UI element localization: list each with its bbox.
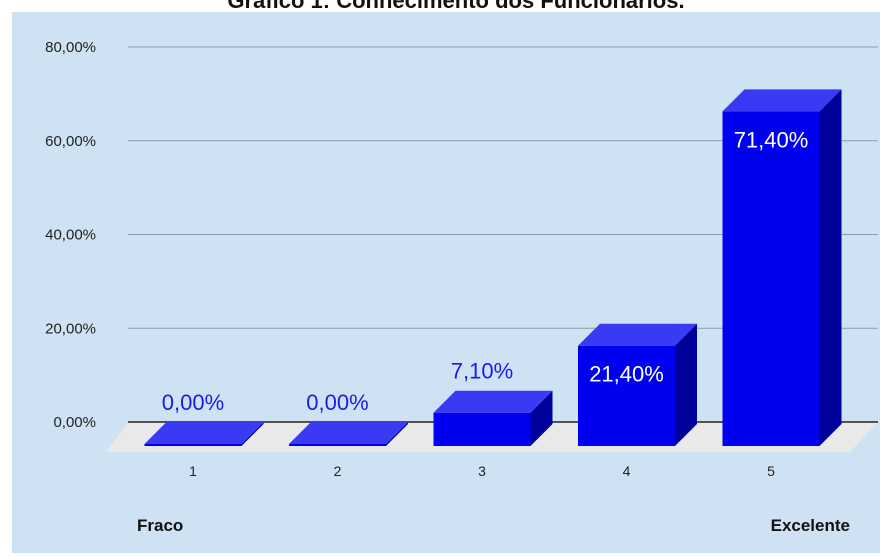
- bar-top: [289, 422, 408, 444]
- bar-front: [722, 111, 820, 446]
- bar-front: [433, 412, 531, 446]
- bar-value-label: 7,10%: [451, 359, 513, 384]
- x-tick-label: 5: [767, 463, 775, 479]
- bar-value-label: 0,00%: [162, 390, 224, 415]
- y-tick-label: 80,00%: [45, 39, 96, 56]
- bar-side: [819, 89, 842, 446]
- bar-side: [675, 323, 697, 446]
- bar-value-label: 0,00%: [306, 390, 368, 415]
- bar: 0,00%: [144, 390, 264, 446]
- x-tick-label: 4: [623, 463, 631, 479]
- bar-front: [144, 444, 242, 446]
- bar-value-label: 71,40%: [734, 127, 809, 152]
- bar-top: [722, 89, 842, 112]
- x-tick-label: 3: [478, 463, 486, 479]
- x-tick-label: 1: [189, 463, 197, 479]
- annotation-excelente: Excelente: [771, 516, 850, 535]
- bar: 0,00%: [289, 390, 408, 446]
- bar-top: [144, 422, 264, 444]
- bar-side: [241, 422, 264, 446]
- bar: 21,40%: [578, 323, 697, 446]
- x-axis-ticks: 1 2 3 4 5: [189, 463, 775, 479]
- bar-front: [578, 345, 675, 446]
- bar-value-label: 21,40%: [589, 362, 664, 387]
- bar-front: [289, 444, 386, 446]
- annotation-fraco: Fraco: [137, 516, 183, 535]
- chart-title: Gráfico 1: Conhecimento dos Funcionários…: [227, 0, 684, 13]
- bars: 0,00% 0,00% 7,10% 21,40% 71,40%: [144, 89, 842, 446]
- bar-side: [530, 390, 553, 446]
- x-tick-label: 2: [334, 463, 342, 479]
- y-tick-label: 60,00%: [45, 133, 96, 150]
- y-tick-label: 20,00%: [45, 320, 96, 337]
- y-axis-ticks: 0,00% 20,00% 40,00% 60,00% 80,00%: [45, 39, 96, 431]
- bar-top: [433, 390, 553, 413]
- y-tick-label: 40,00%: [45, 227, 96, 244]
- bar: 7,10%: [433, 359, 553, 446]
- bar-side: [386, 422, 408, 446]
- y-tick-label: 0,00%: [53, 414, 96, 431]
- bar: 71,40%: [722, 89, 842, 446]
- bar-top: [578, 323, 697, 346]
